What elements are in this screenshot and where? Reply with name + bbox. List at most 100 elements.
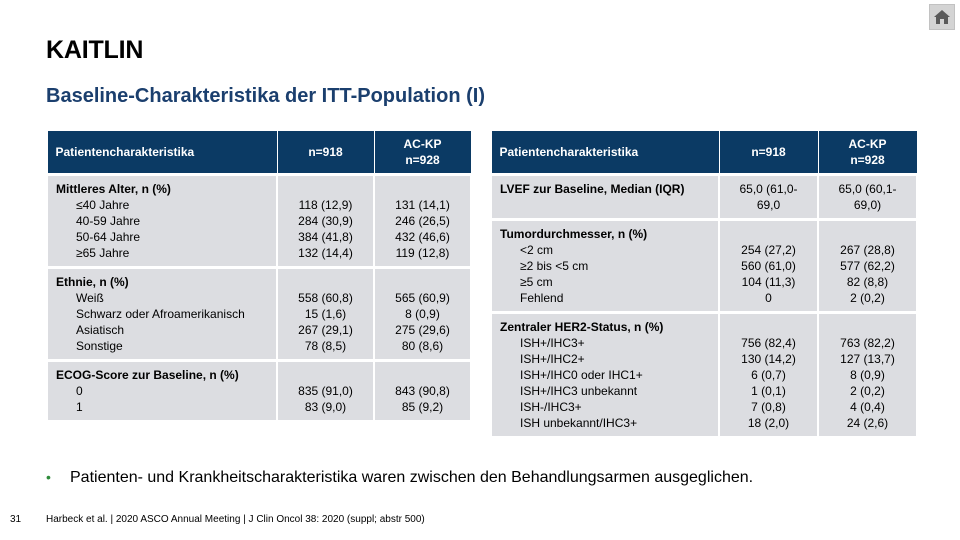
value: 565 (60,9) (395, 291, 450, 305)
value: 284 (30,9) (298, 214, 353, 228)
row-label-cell: Ethnie, n (%) Weiß Schwarz oder Afroamerik… (46, 266, 278, 362)
table-row: Zentraler HER2-Status, n (%) ISH+/IHC3+ IS… (490, 311, 918, 438)
home-button[interactable] (929, 4, 955, 30)
value-cell-n918: 835 (91,0) 83 (9,0) (276, 359, 375, 422)
value: 15 (1,6) (304, 307, 347, 321)
row-label-cell: Tumordurchmesser, n (%) <2 cm ≥2 bis <5 cm… (490, 218, 720, 314)
value-cell-n918: 65,0 (61,0- 69,0 (718, 173, 819, 221)
value: 0 (765, 291, 772, 305)
value: 65,0 (61,0- 69,0 (739, 182, 798, 212)
row-label: <2 cm (520, 243, 554, 257)
row-label: Schwarz oder Afroamerikanisch (76, 307, 245, 321)
value: 132 (14,4) (298, 246, 353, 260)
home-icon (934, 10, 950, 24)
value: 275 (29,6) (395, 323, 450, 337)
table-row: Tumordurchmesser, n (%) <2 cm ≥2 bis <5 cm… (490, 218, 918, 314)
value: 127 (13,7) (840, 352, 895, 366)
table-row: LVEF zur Baseline, Median (IQR) 65,0 (61,… (490, 173, 918, 221)
value: 1 (0,1) (751, 384, 786, 398)
value: 2 (0,2) (850, 291, 885, 305)
baseline-table-right: Patientencharakteristika n=918 AC-KP n=92… (490, 130, 918, 438)
group-label: Tumordurchmesser, n (%) (500, 227, 648, 241)
row-label: ISH+/IHC3 unbekannt (520, 384, 638, 398)
value: 4 (0,4) (850, 400, 885, 414)
row-label: Asiatisch (76, 323, 125, 337)
value: 577 (62,2) (840, 259, 895, 273)
footer-citation: Harbeck et al. | 2020 ASCO Annual Meetin… (46, 514, 425, 525)
column-header: n=918 (718, 130, 819, 175)
value: 2 (0,2) (850, 384, 885, 398)
slide-title: KAITLIN (46, 36, 144, 64)
page-number: 31 (10, 514, 22, 525)
baseline-table-left: Patientencharakteristika n=918 AC-KP n=92… (46, 130, 472, 422)
value: 104 (11,3) (741, 275, 796, 289)
row-label: ≤40 Jahre (76, 198, 130, 212)
value-cell-ackp: 763 (82,2) 127 (13,7) 8 (0,9) 2 (0,2) 4 (0,4… (817, 311, 918, 438)
summary-text: Patienten- und Krankheitscharakteristika… (70, 469, 754, 486)
value-cell-n918: 756 (82,4) 130 (14,2) 6 (0,7) 1 (0,1) 7 (0,8… (718, 311, 819, 438)
value: 560 (61,0) (741, 259, 796, 273)
value: 267 (29,1) (298, 323, 353, 337)
column-header-arm: AC-KP n=928 (403, 137, 442, 167)
value-cell-ackp: 65,0 (60,1- 69,0) (817, 173, 918, 221)
value: 131 (14,1) (395, 198, 450, 212)
value: 254 (27,2) (741, 243, 796, 257)
row-label-cell: Zentraler HER2-Status, n (%) ISH+/IHC3+ IS… (490, 311, 720, 438)
column-header-arm: AC-KP n=928 (848, 137, 887, 167)
row-label-cell: LVEF zur Baseline, Median (IQR) (490, 173, 720, 221)
value: 384 (41,8) (298, 230, 353, 244)
table-row: ECOG-Score zur Baseline, n (%) 0 1 835 (91… (46, 359, 472, 422)
row-label-cell: Mittleres Alter, n (%) ≤40 Jahre 40-59 Jah… (46, 173, 278, 269)
table-row: Ethnie, n (%) Weiß Schwarz oder Afroamerik… (46, 266, 472, 362)
value: 78 (8,5) (304, 339, 347, 353)
row-label: ≥5 cm (520, 275, 553, 289)
value: 83 (9,0) (304, 400, 347, 414)
value: 8 (0,9) (405, 307, 440, 321)
value-cell-n918: 118 (12,9) 284 (30,9) 384 (41,8) 132 (14,4) (276, 173, 375, 269)
value: 267 (28,8) (840, 243, 895, 257)
value: 835 (91,0) (298, 384, 353, 398)
row-label: Fehlend (520, 291, 564, 305)
value-cell-n918: 558 (60,8) 15 (1,6) 267 (29,1) 78 (8,5) (276, 266, 375, 362)
value-cell-ackp: 565 (60,9) 8 (0,9) 275 (29,6) 80 (8,6) (373, 266, 472, 362)
value: 246 (26,5) (395, 214, 450, 228)
row-label: ISH+/IHC3+ (520, 336, 585, 350)
value: 119 (12,8) (395, 246, 450, 260)
group-label: LVEF zur Baseline, Median (IQR) (500, 182, 685, 196)
row-label: ≥65 Jahre (76, 246, 130, 260)
row-label: ≥2 bis <5 cm (520, 259, 589, 273)
value: 118 (12,9) (298, 198, 353, 212)
row-label: 40-59 Jahre (76, 214, 141, 228)
value: 756 (82,4) (741, 336, 796, 350)
value: 7 (0,8) (751, 400, 786, 414)
group-label: Zentraler HER2-Status, n (%) (500, 320, 664, 334)
value: 558 (60,8) (298, 291, 353, 305)
column-header: Patientencharakteristika (490, 130, 720, 175)
value: 6 (0,7) (751, 368, 786, 382)
value: 130 (14,2) (741, 352, 796, 366)
row-label: ISH+/IHC2+ (520, 352, 585, 366)
column-header: Patientencharakteristika (46, 130, 278, 175)
value: 843 (90,8) (395, 384, 450, 398)
row-label: ISH unbekannt/IHC3+ (520, 416, 638, 430)
summary-bullet: • Patienten- und Krankheitscharakteristik… (46, 469, 753, 487)
group-label: Ethnie, n (%) (56, 275, 129, 289)
row-label-cell: ECOG-Score zur Baseline, n (%) 0 1 (46, 359, 278, 422)
value-cell-ackp: 267 (28,8) 577 (62,2) 82 (8,8) 2 (0,2) (817, 218, 918, 314)
slide-subtitle: Baseline-Charakteristika der ITT-Populat… (46, 85, 485, 107)
value: 18 (2,0) (747, 416, 790, 430)
value-cell-ackp: 843 (90,8) 85 (9,2) (373, 359, 472, 422)
value-cell-n918: 254 (27,2) 560 (61,0) 104 (11,3) 0 (718, 218, 819, 314)
row-label: ISH-/IHC3+ (520, 400, 582, 414)
row-label: 1 (76, 400, 83, 414)
value: 82 (8,8) (846, 275, 889, 289)
value: 432 (46,6) (395, 230, 450, 244)
row-label: Sonstige (76, 339, 123, 353)
column-header: AC-KP n=928 (817, 130, 918, 175)
row-label: ISH+/IHC0 oder IHC1+ (520, 368, 643, 382)
group-label: ECOG-Score zur Baseline, n (%) (56, 368, 239, 382)
row-label: 0 (76, 384, 83, 398)
bullet-dot-icon: • (46, 469, 51, 485)
column-header: n=918 (276, 130, 375, 175)
value: 65,0 (60,1- 69,0) (838, 182, 897, 212)
